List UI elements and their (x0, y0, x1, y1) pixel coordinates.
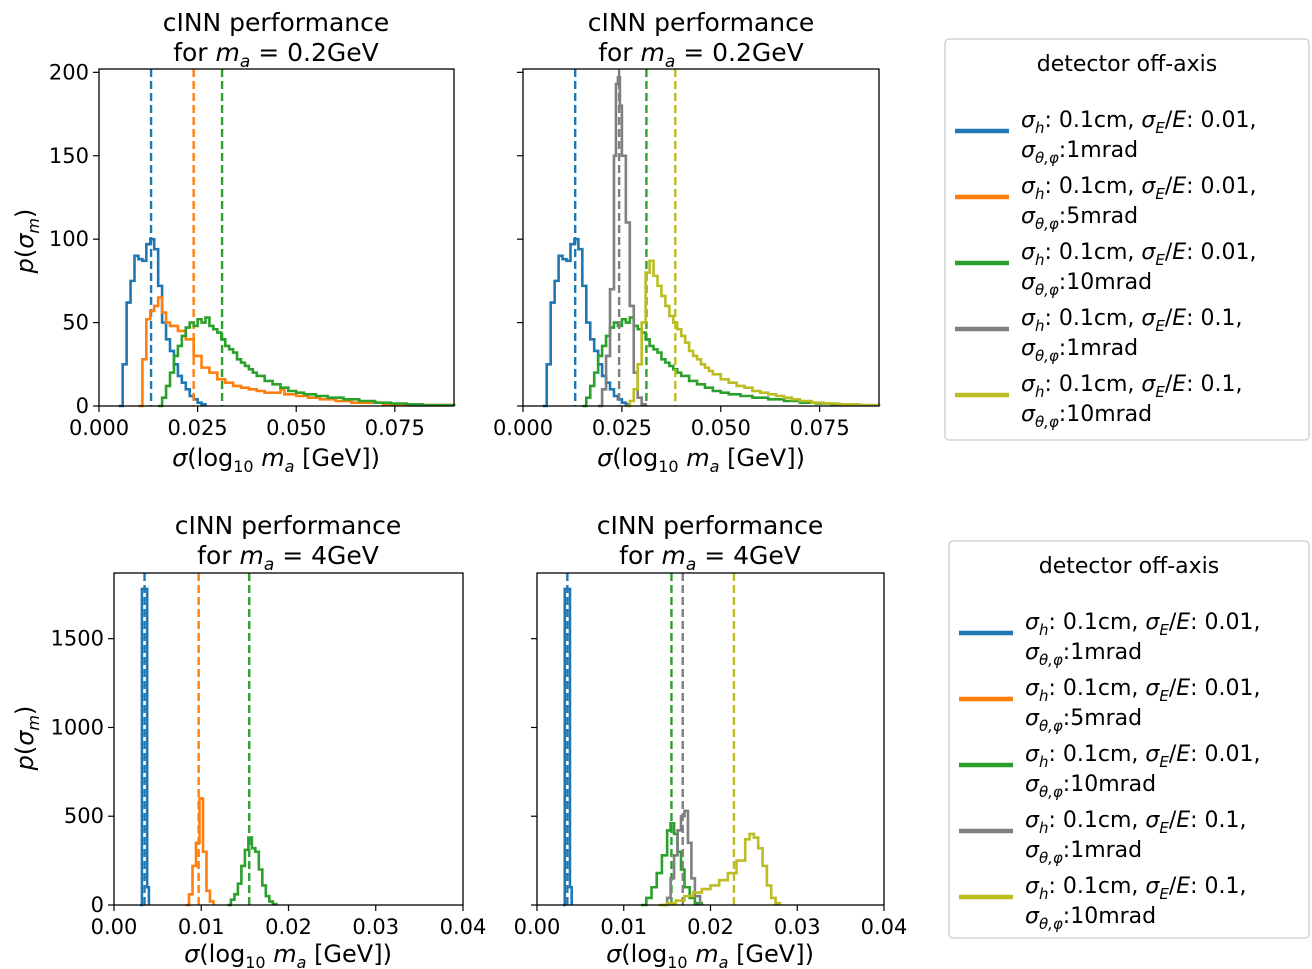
x-tick-label: 0.075 (790, 416, 850, 440)
histogram-series-2 (158, 316, 456, 408)
histogram-series-0 (563, 587, 573, 907)
y-tick-label: 1500 (51, 627, 104, 651)
x-tick-label: 0.03 (774, 915, 821, 939)
legend-entry-text: σθ,φ:10mrad (1021, 402, 1152, 431)
panel-bottom-left: cINN performance for ma = 4GeV 0.00 0.01 0… (11, 511, 486, 969)
x-tick-label: 0.050 (691, 416, 751, 440)
y-tick-label: 1000 (51, 715, 104, 739)
x-tick-label: 0.025 (592, 416, 652, 440)
legend-entry-text: σh: 0.1cm, σE/E: 0.1, (1021, 372, 1243, 401)
legend-entry-text: σh: 0.1cm, σE/E: 0.01, (1025, 676, 1261, 705)
panel-top-left: cINN performance for ma = 0.2GeV 0.000 0.… (11, 8, 456, 476)
panel-title-line1: cINN performance (163, 8, 390, 37)
axes-frame (522, 68, 880, 407)
legend-entry-text: σh: 0.1cm, σE/E: 0.01, (1021, 240, 1257, 269)
histogram-series-0 (140, 587, 151, 907)
x-tick-label: 0.050 (266, 416, 326, 440)
axes-frame (98, 68, 455, 407)
y-tick-label: 200 (49, 60, 89, 84)
x-tick-label: 0.04 (861, 915, 908, 939)
axes-frame (536, 572, 885, 906)
y-tick-label: 500 (64, 804, 104, 828)
legend-entry-text: σh: 0.1cm, σE/E: 0.1, (1021, 306, 1243, 335)
x-axis-label: σ(log10 ma [GeV]) (184, 940, 392, 969)
panel-title-line2: for ma = 4GeV (619, 541, 801, 575)
panel-title-line2: for ma = 0.2GeV (598, 38, 804, 72)
legend-entry-text: σθ,φ:10mrad (1025, 904, 1156, 933)
y-tick-label: 0 (91, 893, 104, 917)
y-tick-label: 50 (62, 311, 89, 335)
panel-top-right: cINN performance for ma = 0.2GeV 0.000 0.… (493, 8, 881, 476)
legend-title: detector off-axis (1039, 554, 1220, 579)
x-tick-label: 0.02 (265, 915, 312, 939)
y-axis-label: p(σm) (11, 209, 43, 275)
legend-entry-text: σθ,φ:5mrad (1021, 204, 1138, 233)
panel-bottom-right: cINN performance for ma = 4GeV 0.00 0.01 0… (514, 511, 908, 969)
x-tick-label: 0.02 (687, 915, 734, 939)
y-axis-label: p(σm) (11, 706, 43, 772)
histogram-series-2 (662, 809, 702, 907)
legend-entry-text: σh: 0.1cm, σE/E: 0.01, (1021, 174, 1257, 203)
histogram-series-3 (625, 259, 881, 408)
x-tick-label: 0.04 (440, 915, 487, 939)
histogram-series-1 (138, 296, 456, 408)
y-tick-label: 150 (49, 144, 89, 168)
legend-title: detector off-axis (1037, 52, 1218, 77)
histogram-series-3 (658, 832, 782, 907)
histogram-series-1 (185, 797, 215, 907)
x-axis-label: σ(log10 ma [GeV]) (606, 940, 814, 969)
x-axis-label: σ(log10 ma [GeV]) (597, 444, 805, 476)
histogram-series-2 (598, 76, 647, 408)
legend-entry-text: σθ,φ:10mrad (1021, 270, 1152, 299)
panel-title-line1: cINN performance (588, 8, 815, 37)
x-tick-label: 0.075 (365, 416, 425, 440)
axes-frame (113, 572, 464, 906)
legend-entry-text: σh: 0.1cm, σE/E: 0.1, (1025, 874, 1247, 903)
legend-entry-text: σθ,φ:1mrad (1021, 336, 1138, 365)
legend-entry-text: σθ,φ:10mrad (1025, 772, 1156, 801)
legend-entry-text: σh: 0.1cm, σE/E: 0.01, (1025, 742, 1261, 771)
plot-area: 0.00 0.01 0.02 0.03 0.04 (514, 572, 908, 939)
legend-entry-text: σθ,φ:1mrad (1021, 138, 1138, 167)
plot-area: 0.000 0.025 0.050 0.075 0 50 100 150 200 (49, 60, 456, 440)
legend-entry-text: σθ,φ:1mrad (1025, 640, 1142, 669)
legend-entry-text: σh: 0.1cm, σE/E: 0.01, (1025, 610, 1261, 639)
x-tick-label: 0.000 (69, 416, 129, 440)
x-tick-label: 0.01 (600, 915, 647, 939)
histogram-series-2 (227, 836, 278, 907)
panel-title-line2: for ma = 0.2GeV (173, 38, 379, 72)
x-tick-label: 0.03 (352, 915, 399, 939)
panel-title-line2: for ma = 4GeV (197, 541, 379, 575)
panel-title-line1: cINN performance (597, 511, 824, 540)
legend-entry-text: σθ,φ:1mrad (1025, 838, 1142, 867)
legend-entry-text: σh: 0.1cm, σE/E: 0.1, (1025, 808, 1247, 837)
x-tick-label: 0.025 (168, 416, 228, 440)
y-tick-label: 100 (49, 227, 89, 251)
legend-entry-text: σh: 0.1cm, σE/E: 0.01, (1021, 108, 1257, 137)
panel-title-line1: cINN performance (175, 511, 402, 540)
plot-area: 0.00 0.01 0.02 0.03 0.04 0 500 1000 1500 (51, 572, 487, 939)
legend-entry-text: σθ,φ:5mrad (1025, 706, 1142, 735)
histogram-series-0 (542, 237, 632, 408)
y-tick-label: 0 (76, 394, 89, 418)
legend-frame (944, 38, 1310, 441)
x-tick-label: 0.01 (178, 915, 225, 939)
x-tick-label: 0.000 (493, 416, 553, 440)
histogram-series-0 (118, 237, 207, 408)
x-tick-label: 0.00 (91, 915, 138, 939)
histogram-series-1 (641, 822, 704, 907)
histogram-series-1 (582, 316, 881, 408)
plot-area: 0.000 0.025 0.050 0.075 (493, 68, 881, 440)
legend-frame (948, 540, 1310, 939)
x-tick-label: 0.00 (514, 915, 561, 939)
x-axis-label: σ(log10 ma [GeV]) (172, 444, 380, 476)
